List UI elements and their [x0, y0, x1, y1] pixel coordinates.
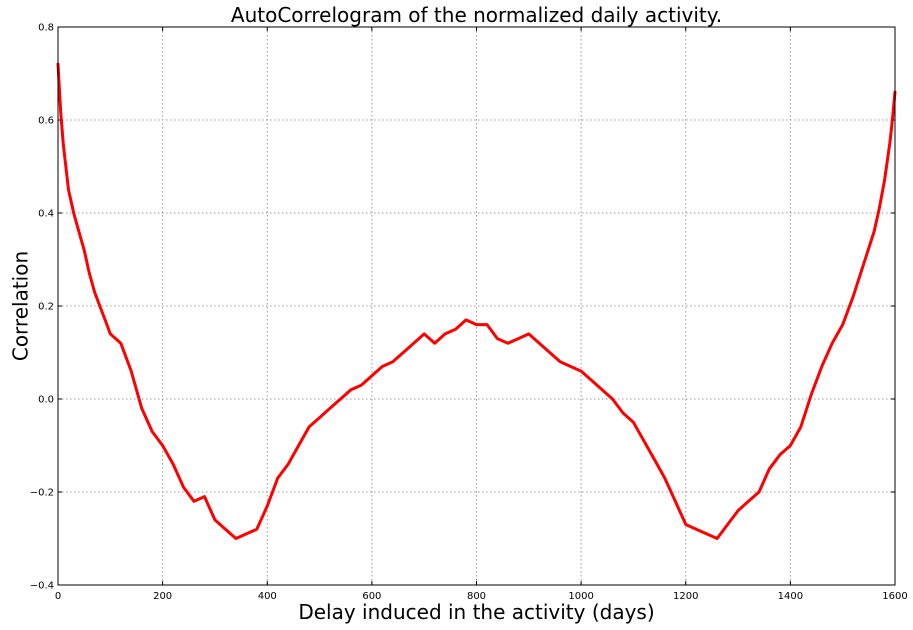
y-tick-label: −0.4 — [30, 581, 54, 592]
y-tick-label: 0.4 — [38, 209, 54, 220]
y-tick-label: 0.2 — [38, 302, 54, 313]
series-layer — [56, 62, 897, 540]
grid — [58, 27, 895, 585]
x-tick-label: 200 — [153, 591, 172, 602]
series-line — [56, 62, 897, 540]
y-tick-label: 0.8 — [38, 23, 54, 34]
x-tick-label: 400 — [258, 591, 277, 602]
x-tick-label: 1000 — [568, 591, 593, 602]
plot-frame — [57, 26, 896, 586]
x-tick-label: 1200 — [673, 591, 698, 602]
y-axis-label: Correlation — [9, 251, 33, 361]
y-tick-label: 0.0 — [38, 395, 54, 406]
x-tick-label: 600 — [362, 591, 381, 602]
x-tick-label: 1600 — [882, 591, 907, 602]
x-axis-ticks: 0 200 400 600 800 1000 1200 1400 1600 — [55, 27, 908, 602]
chart-title: AutoCorrelogram of the normalized daily … — [231, 3, 722, 27]
y-tick-label: −0.2 — [30, 488, 54, 499]
y-tick-label: 0.6 — [38, 116, 54, 127]
x-axis-label: Delay induced in the activity (days) — [298, 600, 654, 624]
x-tick-label: 800 — [467, 591, 486, 602]
x-tick-label: 1400 — [778, 591, 803, 602]
x-tick-label: 0 — [55, 591, 61, 602]
